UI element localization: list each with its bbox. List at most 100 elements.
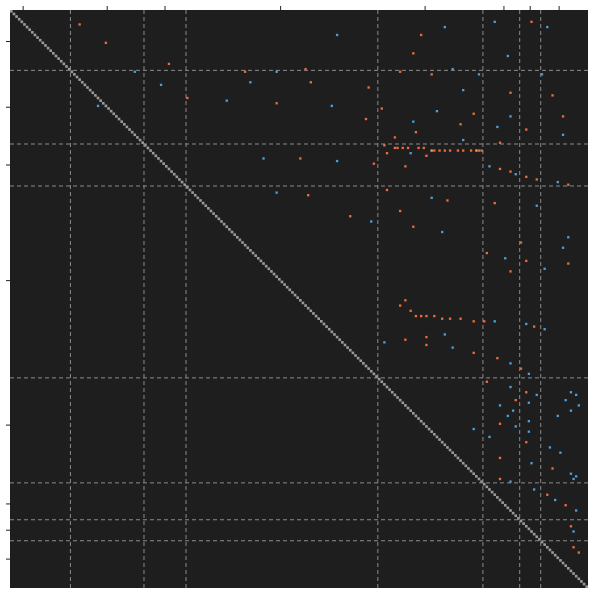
heatmap-cell bbox=[299, 157, 302, 160]
heatmap-cell bbox=[485, 251, 489, 255]
heatmap-cell bbox=[304, 67, 307, 71]
diagonal-cell bbox=[170, 170, 173, 173]
heatmap-cell bbox=[572, 546, 575, 549]
diagonal-cell bbox=[151, 151, 155, 155]
diagonal-cell bbox=[338, 338, 342, 342]
diagonal-cell bbox=[25, 25, 29, 29]
heatmap-cell bbox=[509, 91, 512, 94]
heatmap-cell bbox=[472, 112, 475, 115]
diagonal-cell bbox=[78, 78, 81, 81]
diagonal-cell bbox=[251, 251, 255, 255]
diagonal-cell bbox=[146, 146, 150, 150]
diagonal-cell bbox=[385, 385, 389, 389]
diagonal-cell bbox=[143, 143, 147, 147]
heatmap-cell bbox=[525, 322, 528, 326]
heatmap-cell bbox=[575, 509, 578, 512]
diagonal-cell bbox=[522, 522, 525, 525]
diagonal-cell bbox=[149, 149, 152, 152]
heatmap-cell bbox=[504, 257, 507, 260]
heatmap-cell bbox=[462, 88, 465, 92]
heatmap-cell bbox=[477, 73, 481, 76]
diagonal-cell bbox=[128, 128, 131, 131]
diagonal-cell bbox=[10, 10, 13, 13]
heatmap-cell bbox=[401, 146, 404, 150]
heatmap-cell bbox=[417, 146, 420, 150]
diagonal-cell bbox=[398, 398, 402, 402]
heatmap-cell bbox=[430, 73, 433, 76]
heatmap-cell bbox=[506, 414, 510, 418]
diagonal-cell bbox=[404, 404, 407, 407]
diagonal-cell bbox=[230, 230, 234, 234]
heatmap-cell bbox=[556, 180, 559, 184]
heatmap-cell bbox=[412, 225, 415, 228]
diagonal-cell bbox=[390, 390, 394, 394]
heatmap-cell bbox=[509, 170, 512, 173]
heatmap-cell bbox=[275, 102, 278, 105]
diagonal-cell bbox=[225, 225, 229, 229]
heatmap-cell bbox=[509, 362, 512, 365]
diagonal-cell bbox=[438, 438, 441, 441]
heatmap-cell bbox=[496, 356, 499, 360]
diagonal-cell bbox=[343, 343, 347, 347]
diagonal-cell bbox=[264, 264, 268, 268]
diagonal-cell bbox=[459, 459, 462, 462]
diagonal-cell bbox=[435, 435, 439, 439]
diagonal-cell bbox=[312, 312, 315, 315]
heatmap-cell bbox=[546, 493, 549, 496]
diagonal-cell bbox=[70, 70, 74, 74]
heatmap-cell bbox=[480, 149, 483, 152]
diagonal-cell bbox=[351, 351, 355, 355]
diagonal-cell bbox=[54, 54, 58, 58]
diagonal-cell bbox=[283, 283, 286, 286]
heatmap-cell bbox=[572, 477, 575, 481]
heatmap-cell bbox=[398, 209, 402, 213]
diagonal-cell bbox=[193, 193, 197, 197]
diagonal-cell bbox=[183, 183, 187, 187]
diagonal-cell bbox=[530, 530, 533, 533]
heatmap-cell bbox=[409, 309, 412, 312]
heatmap-cell bbox=[414, 131, 418, 134]
diagonal-cell bbox=[293, 293, 297, 297]
diagonal-cell bbox=[532, 532, 536, 536]
diagonal-cell bbox=[138, 138, 142, 142]
diagonal-cell bbox=[220, 220, 223, 223]
heatmap-cell bbox=[525, 175, 528, 178]
diagonal-cell bbox=[28, 28, 32, 32]
heatmap-cell bbox=[396, 146, 399, 150]
heatmap-cell bbox=[498, 167, 502, 171]
heatmap-cell bbox=[483, 320, 486, 323]
diagonal-cell bbox=[545, 545, 549, 549]
heatmap-cell bbox=[398, 304, 402, 307]
diagonal-cell bbox=[180, 180, 184, 184]
diagonal-cell bbox=[272, 272, 276, 276]
heatmap-cell bbox=[443, 25, 446, 29]
diagonal-cell bbox=[369, 369, 373, 373]
heatmap-cell bbox=[554, 498, 557, 502]
diagonal-cell bbox=[333, 333, 336, 336]
diagonal-cell bbox=[325, 325, 328, 328]
diagonal-cell bbox=[59, 59, 63, 63]
heatmap-cell bbox=[412, 52, 415, 55]
diagonal-cell bbox=[296, 296, 299, 299]
diagonal-cell bbox=[341, 341, 344, 344]
heatmap-cell bbox=[383, 144, 386, 147]
heatmap-cell bbox=[561, 246, 565, 249]
diagonal-cell bbox=[501, 501, 504, 504]
heatmap-cell bbox=[514, 173, 517, 176]
heatmap-cell bbox=[498, 404, 502, 407]
diagonal-cell bbox=[49, 49, 53, 53]
heatmap-cell bbox=[451, 346, 454, 349]
heatmap-cell bbox=[509, 385, 512, 389]
heatmap-cell bbox=[275, 70, 278, 73]
diagonal-cell bbox=[309, 309, 313, 313]
diagonal-cell bbox=[543, 543, 546, 546]
diagonal-cell bbox=[75, 75, 79, 79]
diagonal-cell bbox=[241, 241, 244, 244]
diagonal-cell bbox=[191, 191, 194, 194]
heatmap-cell bbox=[425, 154, 428, 157]
heatmap-cell bbox=[525, 441, 528, 444]
heatmap-cell bbox=[575, 475, 578, 478]
heatmap-cell bbox=[167, 62, 171, 66]
diagonal-cell bbox=[159, 159, 163, 163]
heatmap-cell bbox=[367, 86, 370, 89]
